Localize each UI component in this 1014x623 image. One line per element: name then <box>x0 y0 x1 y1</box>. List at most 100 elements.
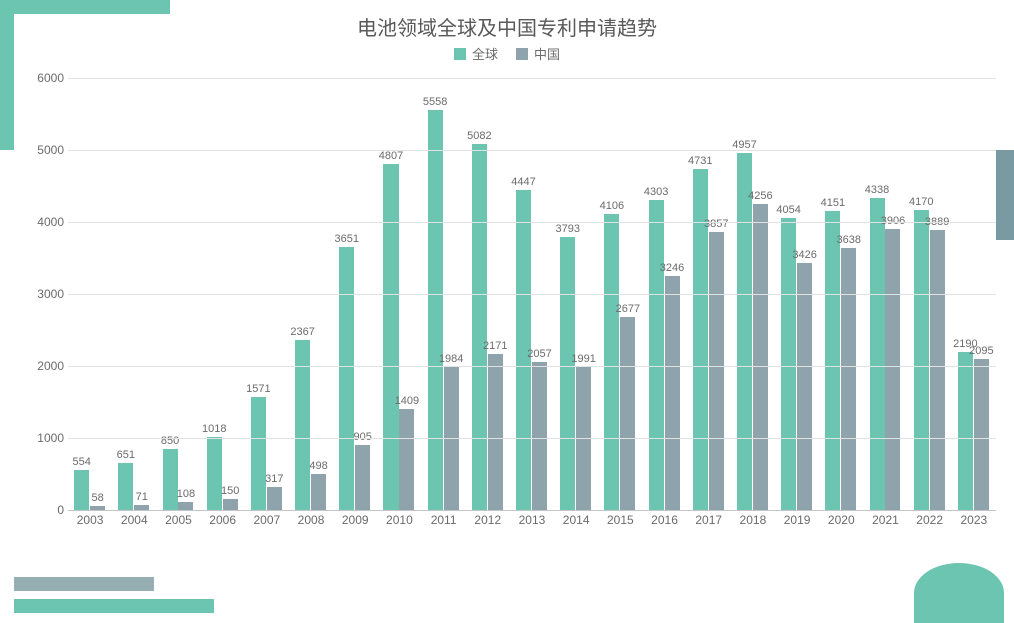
bar-china: 3246 <box>665 276 680 510</box>
x-tick-label: 2023 <box>952 513 996 533</box>
bar-value-label: 4338 <box>865 184 889 196</box>
bar-china: 3638 <box>841 248 856 510</box>
bar-value-label: 4106 <box>600 200 624 212</box>
bar-china: 150 <box>223 499 238 510</box>
bar-value-label: 2057 <box>527 348 551 360</box>
bar-value-label: 58 <box>91 492 103 504</box>
bar-value-label: 3651 <box>335 233 359 245</box>
bar-global: 4957 <box>737 153 752 510</box>
bar-value-label: 2171 <box>483 340 507 352</box>
bar-value-label: 2095 <box>969 345 993 357</box>
bar-value-label: 4256 <box>748 190 772 202</box>
bar-value-label: 4170 <box>909 196 933 208</box>
bar-value-label: 4303 <box>644 186 668 198</box>
bar-china: 905 <box>355 445 370 510</box>
decoration-side-right <box>996 150 1014 240</box>
x-tick-label: 2004 <box>112 513 156 533</box>
bar-value-label: 3793 <box>555 223 579 235</box>
bar-value-label: 2677 <box>616 303 640 315</box>
bar-china: 2677 <box>620 317 635 510</box>
bar-value-label: 4447 <box>511 176 535 188</box>
legend-swatch-global <box>454 48 466 60</box>
bar-china: 3857 <box>709 232 724 510</box>
x-tick-label: 2021 <box>863 513 907 533</box>
bar-value-label: 1571 <box>246 383 270 395</box>
gridline <box>68 366 996 367</box>
bar-value-label: 1991 <box>571 353 595 365</box>
bar-value-label: 3906 <box>881 215 905 227</box>
bar-value-label: 3857 <box>704 218 728 230</box>
x-tick-label: 2009 <box>333 513 377 533</box>
x-tick-label: 2020 <box>819 513 863 533</box>
legend-label-global: 全球 <box>472 44 498 63</box>
bar-value-label: 1409 <box>395 395 419 407</box>
bar-value-label: 3638 <box>837 234 861 246</box>
y-tick-label: 3000 <box>24 287 64 301</box>
x-tick-label: 2016 <box>642 513 686 533</box>
decoration-bottom-bar-1 <box>14 577 154 591</box>
x-tick-label: 2019 <box>775 513 819 533</box>
bar-value-label: 498 <box>309 460 327 472</box>
bar-china: 2095 <box>974 359 989 510</box>
bar-global: 651 <box>118 463 133 510</box>
bar-value-label: 108 <box>177 488 195 500</box>
decoration-bottom-bar-2 <box>14 599 214 613</box>
bar-global: 4151 <box>825 211 840 510</box>
x-tick-label: 2022 <box>908 513 952 533</box>
chart-plot: 5545865171850108101815015713172367498365… <box>68 78 996 511</box>
legend-label-china: 中国 <box>534 44 560 63</box>
bar-value-label: 2367 <box>290 326 314 338</box>
x-tick-label: 2015 <box>598 513 642 533</box>
chart-title: 电池领域全球及中国专利申请趋势 <box>0 12 1014 41</box>
bar-china: 3906 <box>885 229 900 510</box>
legend-item-global: 全球 <box>454 44 498 63</box>
bar-value-label: 4054 <box>776 204 800 216</box>
y-tick-label: 5000 <box>24 143 64 157</box>
bar-value-label: 3246 <box>660 262 684 274</box>
bar-china: 1409 <box>399 409 414 510</box>
decoration-corner-bottom-right <box>914 563 1004 623</box>
x-tick-label: 2018 <box>731 513 775 533</box>
bar-value-label: 3426 <box>792 249 816 261</box>
x-tick-label: 2011 <box>422 513 466 533</box>
bar-global: 4054 <box>781 218 796 510</box>
y-tick-label: 1000 <box>24 431 64 445</box>
legend-item-china: 中国 <box>516 44 560 63</box>
x-tick-label: 2007 <box>245 513 289 533</box>
bar-value-label: 150 <box>221 485 239 497</box>
bar-global: 554 <box>74 470 89 510</box>
gridline <box>68 222 996 223</box>
bar-value-label: 317 <box>265 473 283 485</box>
x-tick-label: 2012 <box>466 513 510 533</box>
x-tick-label: 2010 <box>377 513 421 533</box>
bar-global: 4338 <box>870 198 885 510</box>
bar-value-label: 4731 <box>688 155 712 167</box>
x-tick-label: 2005 <box>156 513 200 533</box>
gridline <box>68 294 996 295</box>
gridline <box>68 438 996 439</box>
bar-global: 4170 <box>914 210 929 510</box>
bar-global: 2190 <box>958 352 973 510</box>
x-tick-label: 2017 <box>687 513 731 533</box>
bar-value-label: 905 <box>354 431 372 443</box>
y-tick-label: 0 <box>24 503 64 517</box>
bar-value-label: 1984 <box>439 353 463 365</box>
gridline <box>68 78 996 79</box>
x-tick-label: 2008 <box>289 513 333 533</box>
y-tick-label: 2000 <box>24 359 64 373</box>
bar-global: 1018 <box>207 437 222 510</box>
bar-value-label: 5082 <box>467 130 491 142</box>
bar-global: 4106 <box>604 214 619 510</box>
bar-value-label: 1018 <box>202 423 226 435</box>
bar-global: 5082 <box>472 144 487 510</box>
bar-value-label: 554 <box>72 456 90 468</box>
y-tick-label: 4000 <box>24 215 64 229</box>
x-tick-label: 2003 <box>68 513 112 533</box>
x-tick-label: 2014 <box>554 513 598 533</box>
bar-value-label: 5558 <box>423 96 447 108</box>
bar-china: 4256 <box>753 204 768 510</box>
x-tick-label: 2006 <box>201 513 245 533</box>
chart-area: 5545865171850108101815015713172367498365… <box>68 78 996 533</box>
bar-china: 2171 <box>488 354 503 510</box>
bar-china: 58 <box>90 506 105 510</box>
